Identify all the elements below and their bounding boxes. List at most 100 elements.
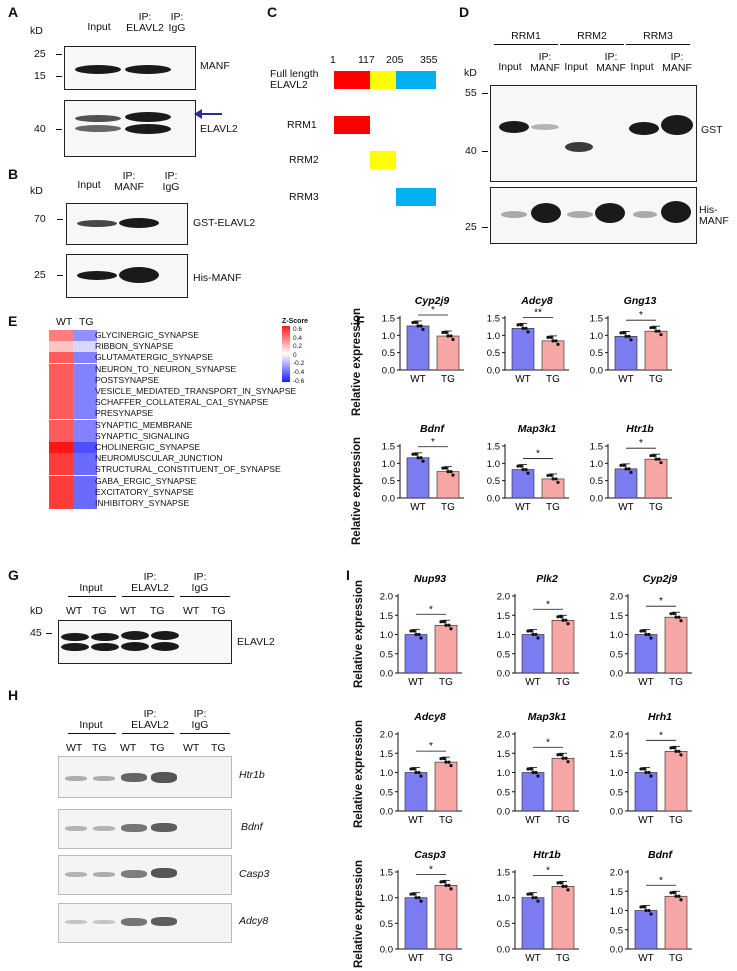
y-tick-label: 0.5 — [382, 476, 395, 487]
heatmap-row: SCHAFFER_COLLATERAL_CA1_SYNAPSE — [23, 397, 353, 409]
band — [151, 642, 179, 651]
data-point — [619, 463, 623, 467]
significance-label: * — [431, 437, 435, 448]
heatmap-row-label: GABA_ERGIC_SYNAPSE — [95, 475, 197, 486]
y-tick-label: 0.5 — [497, 919, 510, 930]
position-label: 205 — [386, 54, 404, 66]
data-point — [409, 892, 413, 896]
y-tick-label: 1.0 — [380, 630, 393, 641]
y-tick-label: 1.5 — [380, 868, 393, 879]
bar-tg — [664, 616, 688, 674]
data-point — [442, 880, 446, 884]
blot-label-manf: MANF — [200, 60, 230, 72]
y-tick-label: 1.0 — [590, 459, 603, 470]
rrm3-bar — [396, 188, 436, 206]
heatmap-cell-wt — [49, 464, 73, 476]
group-underline — [68, 596, 116, 597]
lane-label: WT — [66, 605, 83, 617]
panel-label-c: C — [267, 4, 278, 20]
y-tick-label: 1.0 — [497, 893, 510, 904]
heatmap-cell-wt — [49, 475, 73, 487]
y-tick-label: 1.5 — [487, 442, 500, 453]
data-point — [419, 456, 423, 460]
marker-label: 55 — [465, 87, 477, 99]
band — [75, 125, 121, 132]
data-point — [559, 615, 563, 619]
significance-label: * — [659, 730, 663, 741]
data-point — [444, 883, 448, 887]
x-tick-label: TG — [441, 502, 455, 513]
panel-label-a: A — [8, 4, 19, 20]
chart-map3k1: Map3k1 0.0 0.5 1.0 1.5 2.0 WT TG * — [497, 711, 579, 826]
gel-adcy8 — [58, 903, 232, 943]
y-tick-label: 1.0 — [380, 893, 393, 904]
legend-tick-label: 0.4 — [293, 334, 303, 342]
chart-title: Htr1b — [533, 849, 561, 861]
data-point — [521, 326, 525, 330]
x-tick-label: TG — [439, 953, 453, 964]
data-point — [642, 629, 646, 633]
blot-label-elavl2: ELAVL2 — [200, 123, 238, 135]
bar-tg — [551, 886, 575, 950]
data-point — [654, 457, 658, 461]
lane-label-ip-elavl2: IP: ELAVL2 — [126, 11, 164, 34]
y-tick-label: 0.5 — [380, 649, 393, 660]
band — [75, 65, 121, 74]
band — [151, 823, 177, 832]
data-point — [674, 615, 678, 619]
data-point — [409, 629, 413, 633]
y-tick-label: 1.0 — [610, 906, 623, 917]
data-point — [644, 632, 648, 637]
lane-label: TG — [92, 605, 107, 617]
lane-label-ip-manf: IP: MANF — [596, 51, 626, 74]
legend-tick-label: -0.6 — [293, 377, 305, 385]
data-point — [441, 466, 445, 470]
column-label-tg: TG — [79, 316, 94, 328]
lane-label-ip-manf: IP: MANF — [530, 51, 560, 74]
position-label: 1 — [330, 54, 336, 66]
y-tick-label: 0.0 — [610, 807, 623, 818]
y-tick-label: 0.0 — [610, 669, 623, 680]
data-point — [556, 881, 560, 885]
heatmap-cell-tg — [73, 352, 97, 364]
bar-wt — [521, 897, 545, 950]
heatmap-row-label: STRUCTURAL_CONSTITUENT_OF_SYNAPSE — [95, 464, 281, 475]
data-point — [672, 612, 676, 616]
chart-adcy8: Adcy8 0.0 0.5 1.0 1.5 WT TG ** — [487, 295, 569, 385]
group-label-ip-elavl2: IP: ELAVL2 — [131, 571, 169, 594]
x-tick-label: WT — [638, 953, 654, 964]
y-tick-label: 1.0 — [610, 768, 623, 779]
data-point — [529, 629, 533, 633]
heatmap-row: POSTSYNAPSE — [23, 374, 353, 386]
heatmap-cell-wt — [49, 419, 73, 431]
data-point — [439, 620, 443, 624]
y-tick-label: 1.0 — [487, 331, 500, 342]
data-point — [419, 774, 423, 778]
data-point — [649, 326, 653, 330]
group-underline — [122, 733, 174, 734]
chart-title: Map3k1 — [528, 711, 567, 723]
data-point — [677, 894, 681, 898]
gene-label-bdnf: Bdnf — [241, 821, 263, 833]
heatmap-row-label: NEUROMUSCULAR_JUNCTION — [95, 453, 223, 464]
heatmap-row-label: SYNAPTIC_SIGNALING — [95, 430, 190, 441]
data-point — [449, 887, 453, 891]
rrm1-bar — [334, 116, 370, 134]
kd-label: kD — [464, 67, 477, 79]
lane-label-ip-igg: IP: IgG — [168, 11, 186, 34]
data-point — [516, 323, 520, 327]
data-point — [534, 632, 538, 637]
data-point — [439, 757, 443, 761]
chart-adcy8: Adcy8 0.0 0.5 1.0 1.5 2.0 WT TG * — [380, 711, 462, 826]
significance-label: * — [546, 865, 550, 876]
lane-label-input: Input — [498, 61, 522, 73]
data-point — [449, 627, 453, 631]
bar-wt — [521, 772, 545, 812]
data-point — [414, 452, 418, 456]
y-tick-label: 0.0 — [590, 494, 603, 505]
y-axis-label: Relative expression — [353, 579, 365, 688]
column-label-wt: WT — [56, 316, 73, 328]
chart-title: Nup93 — [414, 573, 446, 585]
y-tick-label: 1.5 — [590, 314, 603, 325]
bar-tg — [434, 885, 458, 950]
